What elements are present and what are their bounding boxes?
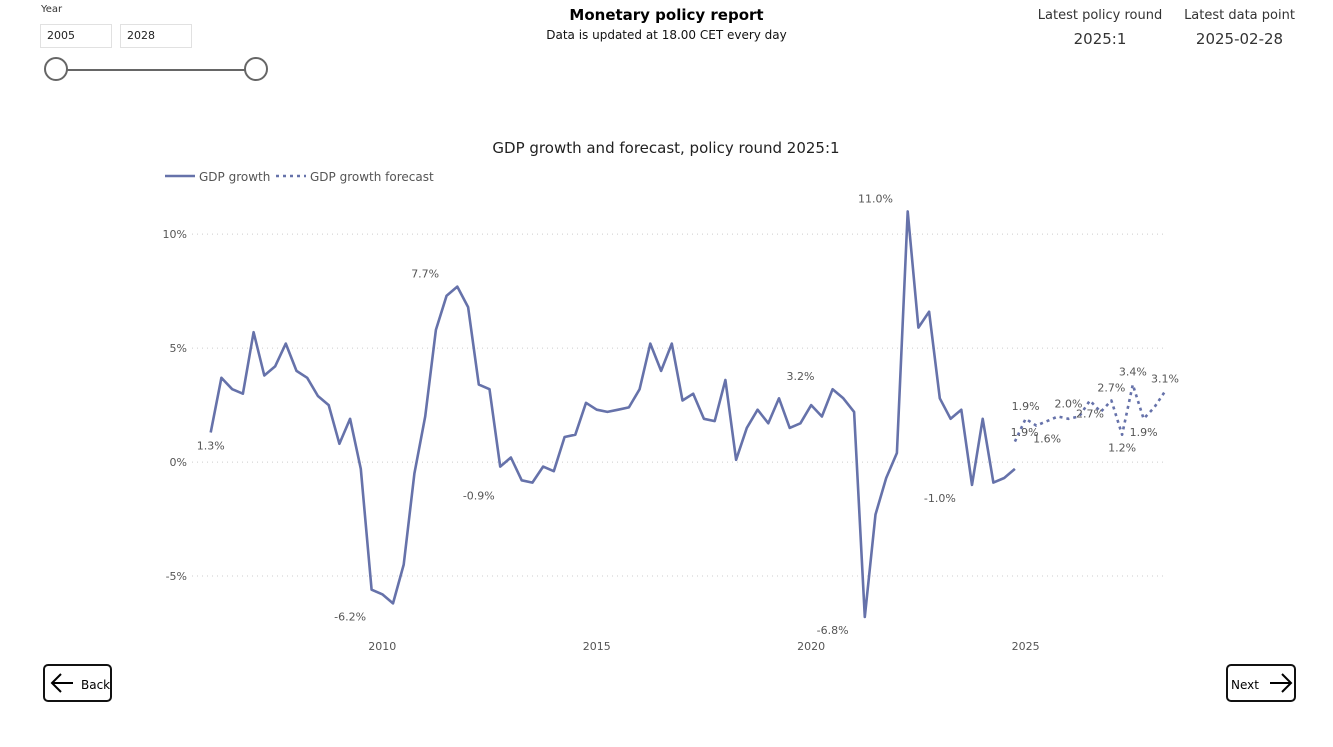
year-slider-start-handle[interactable] bbox=[44, 57, 68, 81]
kpi-latest-policy-round-value: 2025:1 bbox=[1073, 30, 1127, 48]
data-label: 1.3% bbox=[197, 439, 225, 452]
data-label: 1.9% bbox=[1012, 400, 1040, 413]
kpi-latest-data-point-value: 2025-02-28 bbox=[1195, 30, 1284, 48]
data-label: 1.6% bbox=[1033, 433, 1061, 446]
next-button-label: Next bbox=[1231, 678, 1259, 692]
legend-gdp-growth: GDP growth bbox=[199, 170, 270, 184]
data-label: 2.7% bbox=[1076, 408, 1104, 421]
data-label: 1.9% bbox=[1130, 426, 1158, 439]
data-label: -1.0% bbox=[924, 492, 956, 505]
arrow-right-icon bbox=[1270, 673, 1293, 693]
report-subtitle: Data is updated at 18.00 CET every day bbox=[546, 28, 787, 42]
year-slicer-title: Year bbox=[41, 4, 63, 15]
series-line-gdp-growth bbox=[209, 210, 1016, 619]
data-label: 3.2% bbox=[786, 370, 814, 383]
back-button[interactable]: Back bbox=[43, 664, 112, 702]
data-label: -6.8% bbox=[817, 624, 849, 637]
chart-legend: GDP growth GDP growth forecast bbox=[165, 170, 434, 184]
gdp-growth-chart: GDP growth and forecast, policy round 20… bbox=[163, 139, 1179, 653]
data-label: 1.2% bbox=[1108, 442, 1136, 455]
next-button[interactable]: Next bbox=[1226, 664, 1296, 702]
arrow-left-icon bbox=[50, 673, 73, 693]
kpi-latest-data-point-label: Latest data point bbox=[1184, 8, 1295, 23]
x-tick-label: 2010 bbox=[368, 640, 396, 653]
x-tick-label: 2025 bbox=[1012, 640, 1040, 653]
data-label: -6.2% bbox=[334, 610, 366, 623]
kpi-latest-policy-round-label: Latest policy round bbox=[1037, 8, 1163, 23]
data-label: 3.4% bbox=[1119, 366, 1147, 379]
y-tick-label: 0% bbox=[170, 456, 187, 469]
data-label: 11.0% bbox=[858, 192, 893, 205]
y-tick-label: -5% bbox=[166, 570, 187, 583]
y-tick-label: 5% bbox=[170, 342, 187, 355]
data-label: -0.9% bbox=[463, 490, 495, 503]
y-tick-label: 10% bbox=[163, 228, 187, 241]
x-tick-label: 2015 bbox=[583, 640, 611, 653]
back-button-label: Back bbox=[81, 678, 111, 692]
data-label: 1.9% bbox=[1011, 426, 1039, 439]
data-label: 2.7% bbox=[1097, 382, 1125, 395]
data-label: 3.1% bbox=[1151, 372, 1179, 385]
year-slider-track[interactable] bbox=[56, 69, 256, 71]
report-title: Monetary policy report bbox=[569, 6, 764, 24]
data-label: 2.0% bbox=[1055, 398, 1083, 411]
data-label: 7.7% bbox=[411, 268, 439, 281]
chart-title: GDP growth and forecast, policy round 20… bbox=[492, 139, 839, 157]
year-end-input[interactable]: 2028 bbox=[120, 24, 192, 48]
year-slider-end-handle[interactable] bbox=[244, 57, 268, 81]
year-start-input[interactable]: 2005 bbox=[40, 24, 112, 48]
legend-gdp-growth-forecast: GDP growth forecast bbox=[310, 170, 434, 184]
x-tick-label: 2020 bbox=[797, 640, 825, 653]
